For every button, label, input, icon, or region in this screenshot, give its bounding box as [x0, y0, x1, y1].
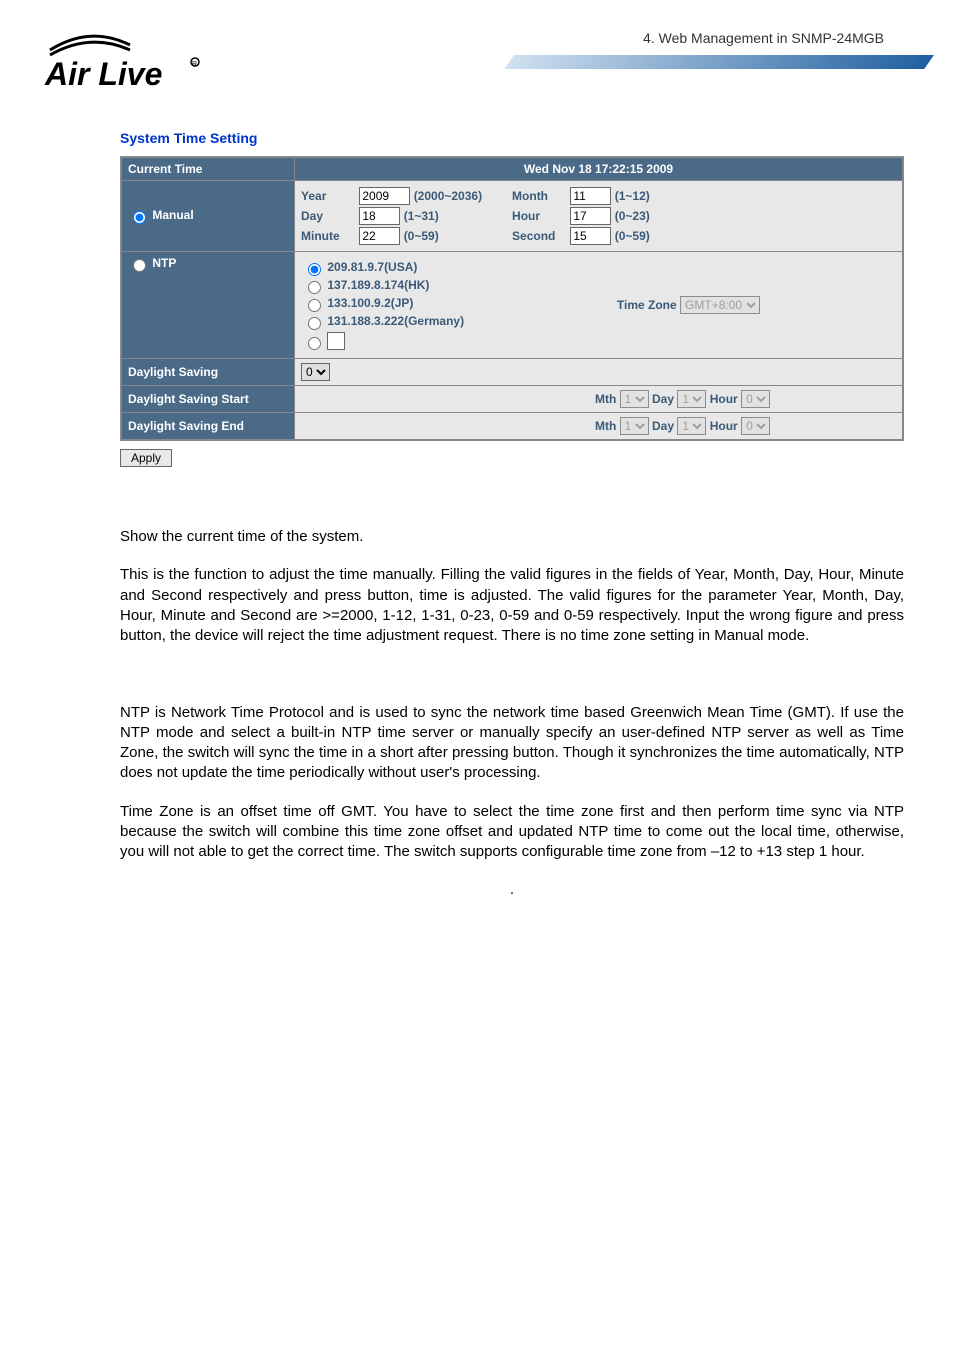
body-text: Show the current time of the system. Thi… [120, 527, 904, 901]
month-range: (1~12) [615, 189, 650, 203]
ds-start-hour[interactable]: 0 [741, 390, 770, 408]
ds-end-mth-label: Mth [595, 419, 616, 433]
content-area: System Time Setting Current Time Wed Nov… [120, 130, 904, 901]
ntp-server-0: 209.81.9.7(USA) [327, 260, 417, 274]
manual-header[interactable]: Manual [121, 181, 295, 252]
ntp-radio[interactable] [133, 259, 146, 272]
second-label: Second [512, 229, 567, 243]
minute-label: Minute [301, 229, 356, 243]
brand-logo: Air Live R [40, 20, 220, 100]
second-range: (0~59) [615, 229, 650, 243]
ds-end-day[interactable]: 1 [677, 417, 706, 435]
month-input[interactable] [570, 187, 611, 205]
ntp-server-3: 131.188.3.222(Germany) [327, 314, 464, 328]
day-label: Day [301, 209, 356, 223]
ds-end-day-label: Day [652, 419, 674, 433]
ds-start-header: Daylight Saving Start [121, 386, 295, 413]
ds-end-header: Daylight Saving End [121, 413, 295, 441]
body-p4: Time Zone is an offset time off GMT. You… [120, 802, 904, 863]
ds-start-day[interactable]: 1 [677, 390, 706, 408]
chapter-label: 4. Web Management in SNMP-24MGB [643, 30, 884, 46]
body-p2: This is the function to adjust the time … [120, 565, 904, 646]
svg-text:R: R [192, 61, 197, 68]
ntp-server-1: 137.189.8.174(HK) [327, 278, 429, 292]
tz-label: Time Zone [617, 298, 677, 312]
year-range: (2000~2036) [414, 189, 509, 203]
section-title: System Time Setting [120, 130, 904, 146]
ds-start-day-label: Day [652, 392, 674, 406]
daylight-select[interactable]: 0 [301, 363, 330, 381]
minute-range: (0~59) [404, 229, 509, 243]
current-time-value: Wed Nov 18 17:22:15 2009 [295, 157, 904, 181]
manual-fields: Year (2000~2036) Month (1~12) Day (1~31)… [295, 181, 904, 252]
year-input[interactable] [359, 187, 410, 205]
day-range: (1~31) [404, 209, 509, 223]
ntp-server-radio-2[interactable] [308, 299, 321, 312]
month-label: Month [512, 189, 567, 203]
tz-select[interactable]: GMT+8:00 [680, 296, 760, 314]
svg-text:Air Live: Air Live [44, 56, 162, 92]
minute-input[interactable] [359, 227, 400, 245]
current-time-header: Current Time [121, 157, 295, 181]
hour-range: (0~23) [615, 209, 650, 223]
ds-start-mth[interactable]: 1 [620, 390, 649, 408]
daylight-header: Daylight Saving [121, 359, 295, 386]
header-wedge [504, 55, 934, 69]
ntp-server-2: 133.100.9.2(JP) [327, 296, 413, 310]
ntp-fields: 209.81.9.7(USA) 137.189.8.174(HK) 133.10… [295, 252, 904, 359]
page-header: Air Live R 4. Web Management in SNMP-24M… [20, 20, 934, 110]
second-input[interactable] [570, 227, 611, 245]
ds-start-mth-label: Mth [595, 392, 616, 406]
year-label: Year [301, 189, 356, 203]
ds-end-hour-label: Hour [710, 419, 738, 433]
body-p1: Show the current time of the system. [120, 527, 904, 547]
ntp-header[interactable]: NTP [121, 252, 295, 359]
body-p3: NTP is Network Time Protocol and is used… [120, 703, 904, 784]
ds-start-hour-label: Hour [710, 392, 738, 406]
hour-input[interactable] [570, 207, 611, 225]
time-settings-table: Current Time Wed Nov 18 17:22:15 2009 Ma… [120, 156, 904, 441]
ntp-server-radio-3[interactable] [308, 317, 321, 330]
manual-radio[interactable] [133, 211, 146, 224]
ntp-label: NTP [152, 256, 176, 270]
daylight-value-cell: 0 [295, 359, 904, 386]
ntp-server-radio-0[interactable] [308, 263, 321, 276]
manual-label: Manual [152, 208, 193, 222]
ds-end-cell: Mth 1 Day 1 Hour 0 [295, 413, 904, 441]
day-input[interactable] [359, 207, 400, 225]
ds-start-cell: Mth 1 Day 1 Hour 0 [295, 386, 904, 413]
ds-end-hour[interactable]: 0 [741, 417, 770, 435]
ds-end-mth[interactable]: 1 [620, 417, 649, 435]
apply-button[interactable]: Apply [120, 449, 172, 467]
ntp-custom-input[interactable] [327, 332, 345, 350]
ntp-server-radio-custom[interactable] [308, 337, 321, 350]
ntp-server-radio-1[interactable] [308, 281, 321, 294]
hour-label: Hour [512, 209, 567, 223]
